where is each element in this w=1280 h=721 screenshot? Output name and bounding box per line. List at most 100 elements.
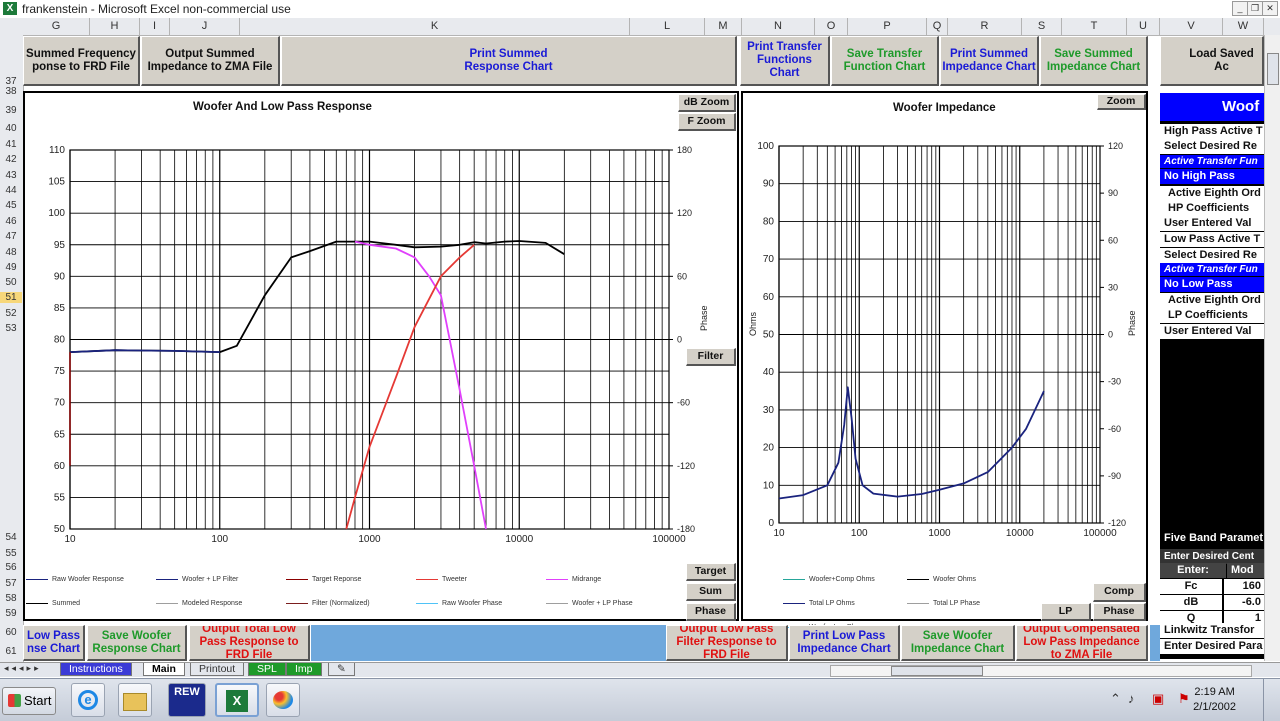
- low-pass-chart-button[interactable]: Low Pass nse Chart: [23, 625, 85, 661]
- network-icon[interactable]: ▣: [1152, 691, 1165, 706]
- tab-printout[interactable]: Printout: [190, 663, 245, 676]
- summed-frd-button[interactable]: Summed Frequency ponse to FRD File: [23, 36, 140, 86]
- phase-toggle-button[interactable]: Phase: [1093, 603, 1146, 621]
- column-header-cell[interactable]: O: [815, 18, 848, 35]
- column-header-cell[interactable]: I: [140, 18, 170, 35]
- file-explorer-icon[interactable]: [118, 683, 152, 717]
- row-header-cell[interactable]: 52: [5, 308, 17, 319]
- row-header-cell[interactable]: 47: [5, 231, 17, 242]
- tab-main[interactable]: Main: [143, 663, 185, 676]
- scrollbar-thumb[interactable]: [891, 666, 983, 676]
- phase-button[interactable]: Phase: [686, 603, 736, 621]
- minimize-icon[interactable]: _: [1232, 1, 1248, 16]
- column-header-cell[interactable]: W: [1223, 18, 1264, 35]
- save-woofer-impedance-button[interactable]: Save Woofer Impedance Chart: [901, 625, 1015, 661]
- zoom-button[interactable]: Zoom: [1097, 94, 1146, 110]
- panel-item: No High Pass: [1160, 169, 1265, 184]
- internet-explorer-icon[interactable]: e: [71, 683, 105, 717]
- column-header-cell[interactable]: K: [240, 18, 630, 35]
- row-header-cell[interactable]: 44: [5, 185, 17, 196]
- row-header-cell[interactable]: 43: [5, 170, 17, 181]
- fc-value[interactable]: 160: [1224, 579, 1265, 594]
- insert-sheet-icon[interactable]: ✎: [328, 663, 355, 676]
- row-header-cell[interactable]: 61: [5, 646, 17, 657]
- row-header: 37 38 39 40 41 42 43 44 45 46 47 48 49 50 51 52 53 54 55 56…: [0, 35, 24, 662]
- vertical-scrollbar[interactable]: [1264, 35, 1280, 661]
- print-summed-response-button[interactable]: Print Summed Response Chart: [281, 36, 737, 86]
- row-header-cell[interactable]: 54: [5, 532, 17, 543]
- output-low-filter-button[interactable]: Output Low Pass Filter Response to FRD F…: [666, 625, 788, 661]
- target-button[interactable]: Target: [686, 563, 736, 581]
- row-header-cell[interactable]: 38: [5, 86, 17, 97]
- f-zoom-button[interactable]: F Zoom: [678, 113, 736, 131]
- load-saved-button[interactable]: Load Saved Ac: [1160, 36, 1264, 86]
- row-header-cell[interactable]: 40: [5, 123, 17, 134]
- show-hidden-icons-icon[interactable]: ⌃: [1110, 691, 1121, 706]
- rew-app-icon[interactable]: REW: [168, 683, 206, 717]
- speaker-icon[interactable]: ♪: [1128, 691, 1135, 706]
- row-header-cell[interactable]: 42: [5, 154, 17, 165]
- start-button[interactable]: Start: [2, 687, 56, 715]
- column-header-cell[interactable]: P: [848, 18, 927, 35]
- tab-imp[interactable]: Imp: [286, 663, 322, 676]
- q-value[interactable]: 1: [1224, 611, 1265, 626]
- horizontal-scrollbar[interactable]: [830, 665, 1252, 677]
- action-center-icon[interactable]: ⚑: [1178, 691, 1190, 706]
- column-header-cell[interactable]: M: [705, 18, 742, 35]
- row-header-cell[interactable]: 51: [0, 292, 22, 303]
- column-header-cell[interactable]: N: [742, 18, 815, 35]
- tab-spl[interactable]: SPL: [248, 663, 286, 676]
- legend-label: Tweeter: [442, 576, 467, 583]
- output-compensated-button[interactable]: Output Compensated Low Pass Impedance to…: [1016, 625, 1148, 661]
- row-header-cell[interactable]: 56: [5, 562, 17, 573]
- column-header-cell[interactable]: U: [1127, 18, 1160, 35]
- print-summed-impedance-button[interactable]: Print Summed Impedance Chart: [940, 36, 1039, 86]
- clock[interactable]: 2:19 AM 2/1/2002: [1193, 685, 1236, 715]
- column-header-cell[interactable]: T: [1062, 18, 1127, 35]
- tab-scroll-arrows-icon[interactable]: ◂◂◂▸▸: [4, 663, 42, 673]
- sum-button[interactable]: Sum: [686, 583, 736, 601]
- excel-taskbar-icon[interactable]: X: [215, 683, 259, 717]
- column-header-cell[interactable]: R: [948, 18, 1022, 35]
- column-header-cell[interactable]: H: [90, 18, 140, 35]
- db-zoom-button[interactable]: dB Zoom: [678, 94, 736, 112]
- row-header-cell[interactable]: 57: [5, 578, 17, 589]
- row-header-cell[interactable]: 50: [5, 277, 17, 288]
- lp-button[interactable]: LP: [1041, 603, 1091, 621]
- show-desktop-button[interactable]: [1263, 679, 1280, 721]
- row-header-cell[interactable]: 59: [5, 608, 17, 619]
- db-value[interactable]: -6.0: [1224, 595, 1265, 610]
- print-low-impedance-button[interactable]: Print Low Pass Impedance Chart: [789, 625, 900, 661]
- column-header-cell[interactable]: G: [23, 18, 90, 35]
- restore-icon[interactable]: ❐: [1247, 1, 1263, 16]
- output-total-low-button[interactable]: Output Total Low Pass Response to FRD Fi…: [189, 625, 310, 661]
- row-header-cell[interactable]: 49: [5, 262, 17, 273]
- save-summed-impedance-button[interactable]: Save Summed Impedance Chart: [1040, 36, 1148, 86]
- summed-zma-button[interactable]: Output Summed Impedance to ZMA File: [141, 36, 280, 86]
- column-header-cell[interactable]: S: [1022, 18, 1062, 35]
- vscroll-thumb[interactable]: [1267, 53, 1279, 85]
- tab-instructions[interactable]: Instructions: [60, 663, 132, 676]
- row-header-cell[interactable]: 46: [5, 216, 17, 227]
- excel-app-icon[interactable]: X: [3, 2, 17, 15]
- print-transfer-button[interactable]: Print Transfer Functions Chart: [740, 36, 830, 86]
- row-header-cell[interactable]: 41: [5, 139, 17, 150]
- column-header-cell[interactable]: L: [630, 18, 705, 35]
- column-header-cell[interactable]: J: [170, 18, 240, 35]
- row-header-cell[interactable]: 60: [5, 627, 17, 638]
- row-header-cell[interactable]: 39: [5, 105, 17, 116]
- save-woofer-response-button[interactable]: Save Woofer Response Chart: [87, 625, 187, 661]
- row-header-cell[interactable]: 37: [5, 76, 17, 87]
- close-icon[interactable]: ✕: [1262, 1, 1278, 16]
- row-header-cell[interactable]: 58: [5, 593, 17, 604]
- paint-app-icon[interactable]: [266, 683, 300, 717]
- column-header-cell[interactable]: Q: [927, 18, 948, 35]
- save-transfer-button[interactable]: Save Transfer Function Chart: [831, 36, 939, 86]
- filter-button[interactable]: Filter: [686, 348, 736, 366]
- row-header-cell[interactable]: 53: [5, 323, 17, 334]
- row-header-cell[interactable]: 48: [5, 247, 17, 258]
- row-header-cell[interactable]: 45: [5, 200, 17, 211]
- row-header-cell[interactable]: 55: [5, 548, 17, 559]
- column-header-cell[interactable]: V: [1160, 18, 1223, 35]
- comp-button[interactable]: Comp: [1093, 583, 1146, 602]
